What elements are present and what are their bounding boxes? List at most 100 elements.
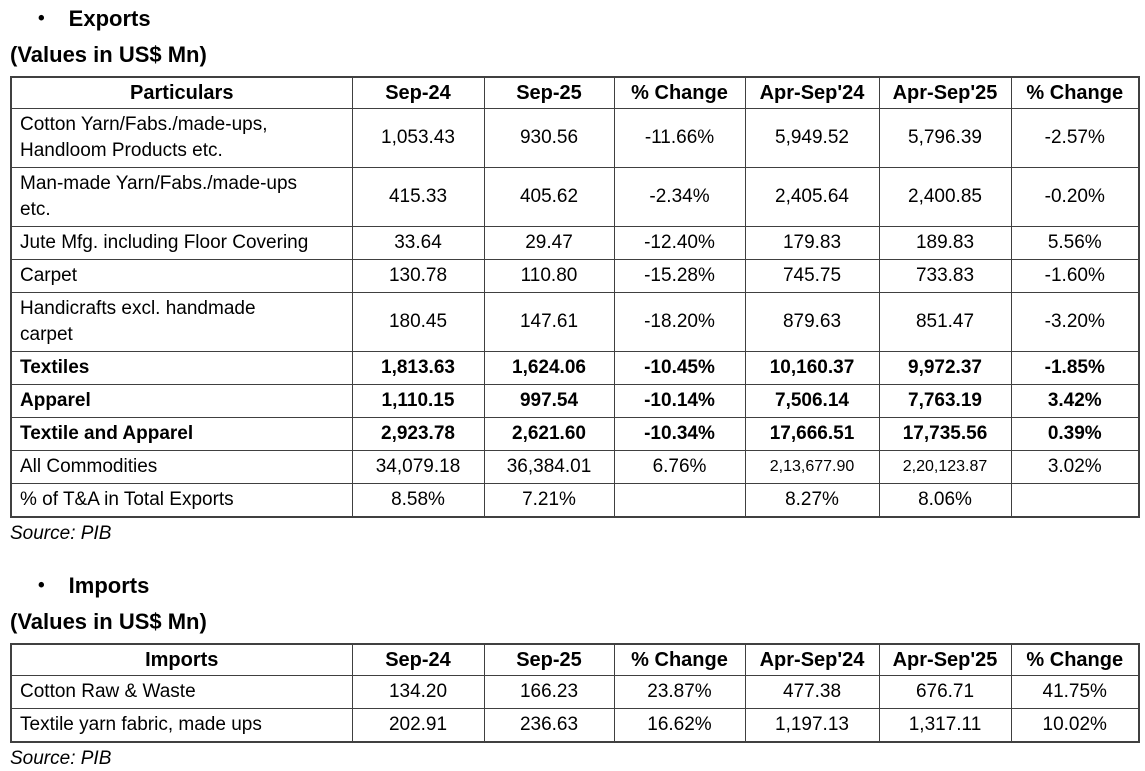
value-cell: -12.40% — [613, 226, 746, 260]
value-cell: 930.56 — [483, 108, 615, 168]
value-cell: -11.66% — [613, 108, 746, 168]
imports-heading-text: Imports — [68, 573, 150, 598]
exports-table: Particulars Sep-24 Sep-25% Change Apr-Sep'2… — [10, 76, 1140, 518]
imports-values-note: (Values in US$ Mn) — [10, 609, 207, 634]
column-header: Apr-Sep'24 — [744, 643, 880, 676]
imports-section-heading: • Imports — [38, 573, 1138, 599]
value-cell: 17,735.56 — [878, 417, 1012, 451]
column-header: Particulars — [10, 76, 353, 109]
value-cell: 189.83 — [878, 226, 1012, 260]
column-header: % Change — [1010, 76, 1140, 109]
table-row: Apparel 1,110.15 997.54 -10.14% 7,506.14 7,76… — [10, 384, 1140, 418]
column-header: Sep-24 — [351, 76, 485, 109]
column-header: Apr-Sep'25 — [878, 76, 1012, 109]
value-cell: 5.56% — [1010, 226, 1140, 260]
value-cell: 1,317.11 — [878, 708, 1012, 743]
row-label: Man-made Yarn/Fabs./made-ups etc. — [10, 167, 353, 227]
value-cell: 33.64 — [351, 226, 485, 260]
column-header: Sep-25 — [483, 76, 615, 109]
column-header: Imports — [10, 643, 353, 676]
value-cell: 17,666.51 — [744, 417, 880, 451]
bullet-icon: • — [38, 575, 45, 596]
column-header: Apr-Sep'25 — [878, 643, 1012, 676]
table-row: Handicrafts excl. handmade carpet 180.45 1… — [10, 292, 1140, 352]
value-cell: 2,400.85 — [878, 167, 1012, 227]
value-cell: 7,506.14 — [744, 384, 880, 418]
value-cell: -3.20% — [1010, 292, 1140, 352]
value-cell: 2,621.60 — [483, 417, 615, 451]
value-cell: 997.54 — [483, 384, 615, 418]
value-cell: 147.61 — [483, 292, 615, 352]
value-cell — [613, 483, 746, 518]
row-label: All Commodities — [10, 450, 353, 484]
value-cell: 8.58% — [351, 483, 485, 518]
value-cell: 10,160.37 — [744, 351, 880, 385]
value-cell: 130.78 — [351, 259, 485, 293]
value-cell: 2,405.64 — [744, 167, 880, 227]
exports-header-row: Particulars Sep-24 Sep-25% Change Apr-Sep'2… — [10, 76, 1140, 109]
value-cell: 16.62% — [613, 708, 746, 743]
row-label: Carpet — [10, 259, 353, 293]
value-cell: 179.83 — [744, 226, 880, 260]
row-label: Apparel — [10, 384, 353, 418]
value-cell — [1010, 483, 1140, 518]
value-cell: 110.80 — [483, 259, 615, 293]
value-cell: 5,796.39 — [878, 108, 1012, 168]
value-cell: 202.91 — [351, 708, 485, 743]
value-cell: -0.20% — [1010, 167, 1140, 227]
value-cell: 10.02% — [1010, 708, 1140, 743]
table-row: All Commodities 34,079.18 36,384.01 6.76% 2,… — [10, 450, 1140, 484]
row-label: Handicrafts excl. handmade carpet — [10, 292, 353, 352]
value-cell: 1,624.06 — [483, 351, 615, 385]
value-cell: 2,20,123.87 — [878, 450, 1012, 484]
value-cell: 41.75% — [1010, 675, 1140, 709]
exports-table-body: Cotton Yarn/Fabs./made-ups, Handloom Pro… — [10, 108, 1140, 518]
column-header: % Change — [613, 643, 746, 676]
exports-heading-text: Exports — [68, 6, 151, 31]
imports-source-note: Source: PIB — [10, 748, 112, 769]
table-row: Cotton Yarn/Fabs./made-ups, Handloom Pro… — [10, 108, 1140, 168]
value-cell: -18.20% — [613, 292, 746, 352]
table-row: Man-made Yarn/Fabs./made-ups etc. 415.33 4… — [10, 167, 1140, 227]
row-label: Cotton Yarn/Fabs./made-ups, Handloom Pro… — [10, 108, 353, 168]
column-header: % Change — [1010, 643, 1140, 676]
exports-values-note: (Values in US$ Mn) — [10, 42, 207, 67]
value-cell: 36,384.01 — [483, 450, 615, 484]
value-cell: 8.06% — [878, 483, 1012, 518]
value-cell: 34,079.18 — [351, 450, 485, 484]
value-cell: 851.47 — [878, 292, 1012, 352]
imports-table: Imports Sep-24 Sep-25% Change Apr-Sep'24 Apr… — [10, 643, 1140, 743]
value-cell: 676.71 — [878, 675, 1012, 709]
value-cell: 134.20 — [351, 675, 485, 709]
value-cell: 7,763.19 — [878, 384, 1012, 418]
value-cell: 0.39% — [1010, 417, 1140, 451]
value-cell: 405.62 — [483, 167, 615, 227]
value-cell: 879.63 — [744, 292, 880, 352]
row-label: Cotton Raw & Waste — [10, 675, 353, 709]
value-cell: -15.28% — [613, 259, 746, 293]
row-label: Textile and Apparel — [10, 417, 353, 451]
value-cell: 9,972.37 — [878, 351, 1012, 385]
value-cell: 8.27% — [744, 483, 880, 518]
bullet-icon: • — [38, 8, 45, 29]
value-cell: -1.85% — [1010, 351, 1140, 385]
value-cell: 180.45 — [351, 292, 485, 352]
column-header: % Change — [613, 76, 746, 109]
table-row: Carpet 130.78 110.80 -15.28% 745.75 733.83 -1.… — [10, 259, 1140, 293]
table-row: Jute Mfg. including Floor Covering 33.64 2… — [10, 226, 1140, 260]
value-cell: 166.23 — [483, 675, 615, 709]
value-cell: 23.87% — [613, 675, 746, 709]
imports-table-body: Cotton Raw & Waste 134.20 166.23 23.87% 477.… — [10, 675, 1140, 743]
value-cell: -10.45% — [613, 351, 746, 385]
exports-source-note: Source: PIB — [10, 523, 112, 544]
column-header: Apr-Sep'24 — [744, 76, 880, 109]
table-row: Textiles 1,813.63 1,624.06 -10.45% 10,160.37… — [10, 351, 1140, 385]
value-cell: 236.63 — [483, 708, 615, 743]
value-cell: 6.76% — [613, 450, 746, 484]
row-label: % of T&A in Total Exports — [10, 483, 353, 518]
value-cell: 1,197.13 — [744, 708, 880, 743]
value-cell: 1,053.43 — [351, 108, 485, 168]
value-cell: 2,13,677.90 — [744, 450, 880, 484]
value-cell: 29.47 — [483, 226, 615, 260]
value-cell: 3.02% — [1010, 450, 1140, 484]
